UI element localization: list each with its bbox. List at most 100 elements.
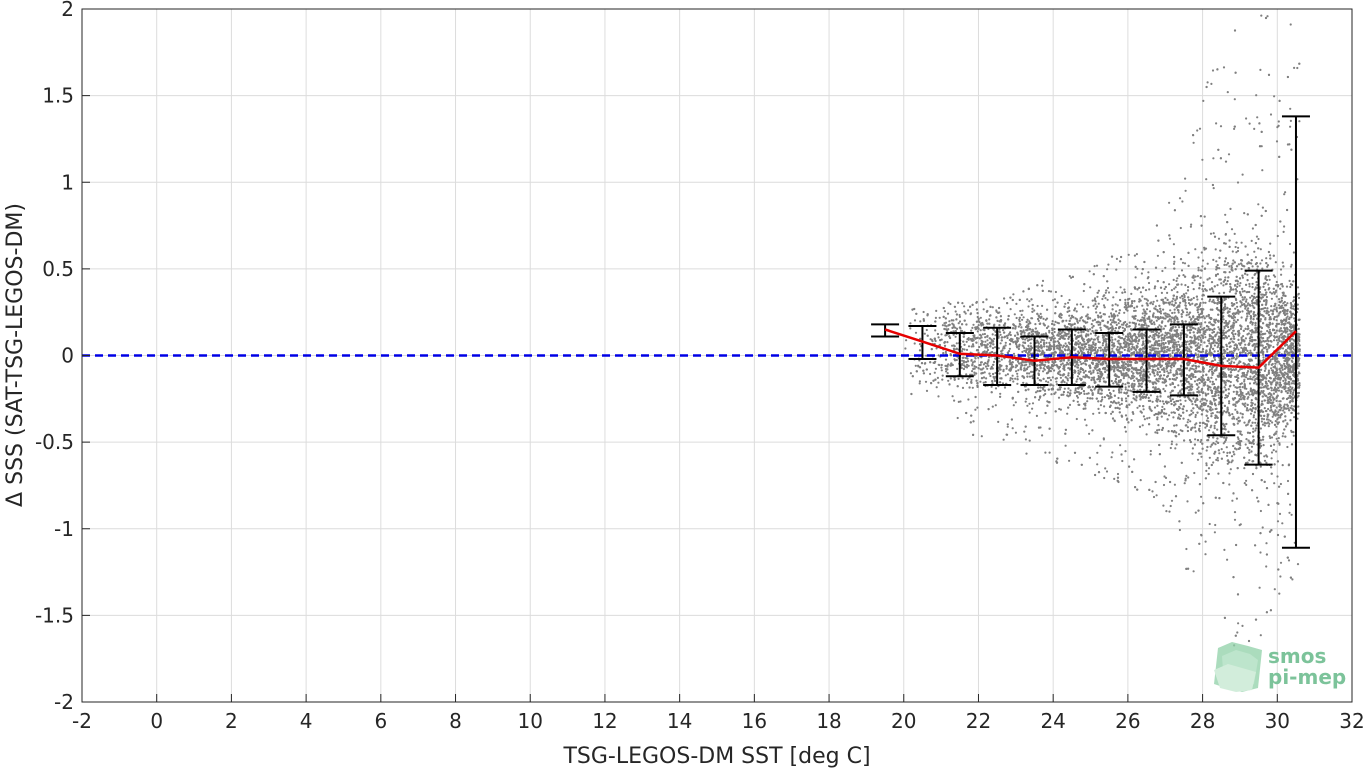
scatter-point (1278, 351, 1281, 354)
scatter-point (990, 365, 993, 368)
scatter-point (1028, 372, 1031, 375)
scatter-point (1281, 368, 1284, 371)
scatter-point (1181, 388, 1184, 391)
scatter-point (1261, 267, 1264, 270)
scatter-point (1173, 287, 1176, 290)
scatter-point (999, 333, 1002, 336)
scatter-point (1181, 261, 1185, 264)
scatter-point (1172, 262, 1176, 265)
scatter-point (1073, 326, 1076, 329)
scatter-points (904, 14, 1301, 647)
scatter-point (1164, 266, 1167, 269)
scatter-point (1254, 418, 1257, 421)
scatter-point (1266, 265, 1269, 268)
scatter-point (1290, 359, 1293, 362)
scatter-point (1278, 339, 1281, 342)
scatter-point (1189, 420, 1192, 423)
scatter-point (994, 387, 998, 390)
scatter-point (1099, 311, 1102, 314)
scatter-point (1006, 433, 1009, 436)
scatter-point (1286, 445, 1289, 449)
scatter-point (961, 302, 964, 305)
scatter-point (1076, 400, 1079, 403)
scatter-point (1191, 364, 1194, 368)
scatter-point (1278, 362, 1281, 365)
scatter-point (1031, 407, 1034, 410)
scatter-point (1173, 411, 1176, 414)
scatter-point (1252, 414, 1255, 417)
scatter-point (1059, 376, 1062, 379)
scatter-point (1244, 443, 1247, 446)
scatter-point (1218, 292, 1221, 295)
scatter-point (1275, 140, 1279, 143)
scatter-point (1201, 265, 1204, 268)
scatter-point (1285, 285, 1289, 288)
scatter-point (1217, 394, 1220, 397)
scatter-point (1089, 286, 1092, 289)
scatter-point (1087, 348, 1090, 351)
scatter-point (1270, 389, 1273, 392)
scatter-point (986, 348, 990, 352)
scatter-point (1186, 311, 1189, 314)
scatter-point (1079, 360, 1082, 363)
scatter-point (1200, 251, 1203, 254)
scatter-point (923, 332, 926, 335)
scatter-point (1173, 483, 1176, 486)
scatter-point (1275, 339, 1278, 342)
scatter-point (1123, 291, 1127, 294)
scatter-point (1001, 382, 1005, 385)
scatter-point (1164, 312, 1167, 315)
scatter-point (1254, 421, 1257, 424)
scatter-point (1232, 415, 1235, 418)
scatter-point (1209, 380, 1212, 383)
scatter-point (1094, 307, 1097, 310)
scatter-point (1203, 326, 1206, 330)
scatter-point (1227, 380, 1231, 383)
scatter-point (986, 339, 989, 342)
scatter-point (1095, 264, 1099, 267)
scatter-point (1216, 284, 1219, 287)
scatter-point (1249, 412, 1253, 415)
scatter-point (1224, 394, 1227, 397)
scatter-point (1187, 298, 1190, 301)
scatter-point (1025, 337, 1028, 340)
scatter-point (1049, 290, 1053, 293)
scatter-point (1228, 350, 1232, 353)
scatter-point (996, 319, 999, 322)
scatter-point (1110, 400, 1113, 404)
scatter-point (1122, 369, 1125, 372)
scatter-point (1087, 334, 1090, 337)
scatter-point (1273, 443, 1276, 446)
scatter-point (1031, 402, 1035, 405)
scatter-point (1233, 316, 1237, 319)
scatter-point (1170, 289, 1173, 292)
scatter-point (1022, 341, 1025, 344)
scatter-point (1245, 376, 1248, 379)
scatter-point (1283, 411, 1286, 414)
scatter-point (1139, 376, 1142, 379)
scatter-point (1272, 345, 1275, 349)
scatter-point (1127, 303, 1130, 306)
scatter-point (994, 334, 997, 337)
scatter-point (940, 363, 943, 367)
scatter-point (1259, 465, 1262, 468)
scatter-point (1017, 369, 1020, 372)
scatter-point (1036, 304, 1039, 308)
scatter-point (1104, 291, 1107, 294)
scatter-point (1231, 250, 1234, 253)
scatter-point (1028, 375, 1032, 378)
scatter-point (1210, 82, 1213, 85)
scatter-point (1276, 371, 1279, 374)
scatter-point (1008, 347, 1012, 350)
scatter-point (1099, 321, 1102, 324)
scatter-point (1266, 323, 1269, 326)
scatter-point (1142, 415, 1145, 418)
scatter-point (1200, 269, 1203, 272)
scatter-point (1184, 189, 1187, 192)
scatter-point (1240, 267, 1243, 271)
scatter-point (1277, 437, 1280, 440)
scatter-point (1293, 66, 1296, 69)
scatter-point (1055, 380, 1058, 383)
scatter-point (1101, 344, 1104, 347)
scatter-point (1273, 308, 1276, 311)
